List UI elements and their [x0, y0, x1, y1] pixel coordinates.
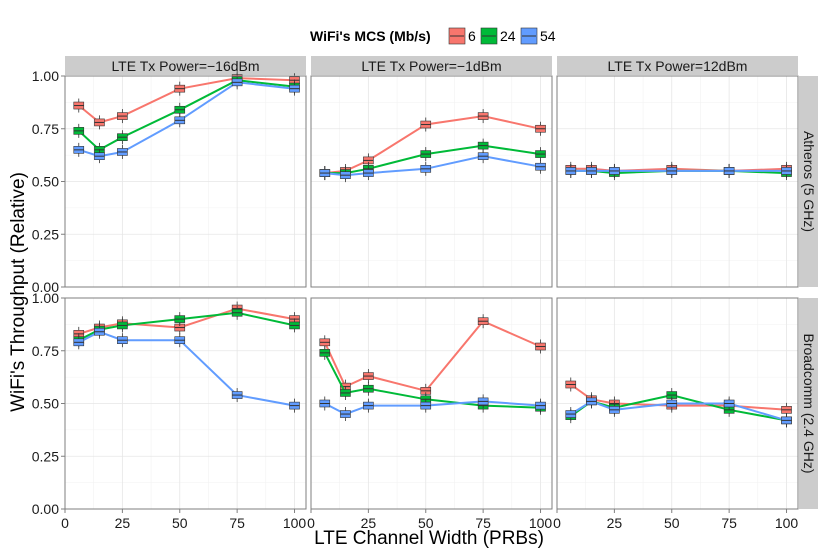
panel	[310, 75, 553, 288]
legend-label-54: 54	[540, 28, 556, 44]
y-tick-label: 0.25	[32, 226, 59, 242]
panel: 0 25 50 75 100	[553, 297, 799, 531]
x-tick-label: 75	[229, 515, 245, 531]
row-strip-label: Broadcomm (2.4 GHz)	[801, 333, 817, 473]
panel: 0 25 50 75 100	[307, 297, 553, 531]
column-strip	[65, 56, 306, 75]
x-tick-label: 50	[418, 515, 434, 531]
series-line-24	[323, 352, 541, 409]
panel-border	[556, 75, 799, 288]
legend-title: WiFi's MCS (Mb/s)	[310, 28, 431, 44]
y-tick-label: 0.50	[32, 396, 59, 412]
y-tick-label: 0.25	[32, 448, 59, 464]
y-tick-label: 0.75	[32, 343, 59, 359]
x-tick-label: 0	[553, 515, 561, 531]
x-tick-label: 100	[283, 515, 307, 531]
y-tick-label: 0.75	[32, 121, 59, 137]
panel-border	[310, 75, 553, 288]
x-tick-label: 25	[361, 515, 377, 531]
series-line-6	[323, 319, 541, 392]
y-tick-label: 0.00	[32, 501, 59, 517]
row-strip	[799, 76, 818, 287]
x-tick-label: 75	[721, 515, 737, 531]
legend-label-24: 24	[500, 28, 516, 44]
panel	[556, 75, 799, 288]
x-tick-label: 100	[529, 515, 553, 531]
panel: 0.00 0.25 0.50 0.75 1.00 0 25 50 75 100	[32, 290, 307, 531]
x-tick-label: 0	[61, 515, 69, 531]
x-tick-label: 75	[475, 515, 491, 531]
y-tick-label: 0.00	[32, 279, 59, 295]
panel-border	[556, 297, 799, 510]
column-strip-label: LTE Tx Power=−1dBm	[361, 58, 501, 74]
x-tick-label: 25	[115, 515, 131, 531]
x-tick-label: 100	[775, 515, 799, 531]
column-strip	[311, 56, 552, 75]
x-tick-label: 50	[172, 515, 188, 531]
y-tick-label: 1.00	[32, 68, 59, 84]
column-strip-label: LTE Tx Power=12dBm	[608, 58, 748, 74]
y-tick-label: 1.00	[32, 290, 59, 306]
x-tick-label: 0	[307, 515, 315, 531]
x-tick-label: 25	[607, 515, 623, 531]
x-axis-title: LTE Channel Width (PRBs)	[314, 528, 544, 549]
panel: 0.00 0.25 0.50 0.75 1.00	[32, 68, 307, 295]
column-strip-label: LTE Tx Power=−16dBm	[111, 58, 259, 74]
column-strip	[557, 56, 798, 75]
legend-label-6: 6	[468, 28, 476, 44]
y-axis-title: WiFi's Throughput (Relative)	[8, 172, 29, 412]
legend: WiFi's MCS (Mb/s) 6 24 54	[310, 27, 556, 45]
row-strip	[799, 298, 818, 509]
panel-border	[310, 297, 553, 510]
y-tick-label: 0.50	[32, 174, 59, 190]
panels: LTE Tx Power=−16dBm LTE Tx Power=−1dBm LTE…	[32, 56, 818, 531]
x-tick-label: 50	[664, 515, 680, 531]
row-strip-label: Atheros (5 GHz)	[801, 131, 817, 232]
